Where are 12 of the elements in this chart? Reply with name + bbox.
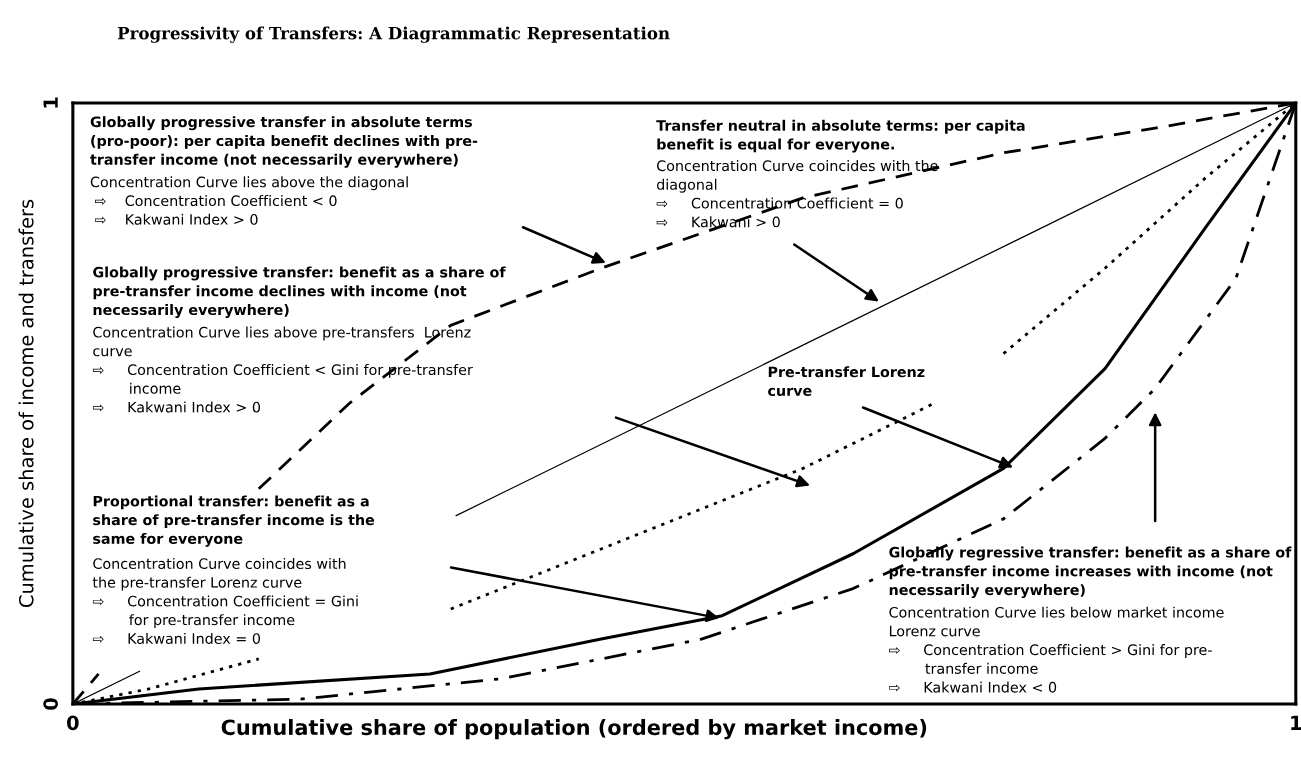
annotation: Concentration Curve lies above pre-transfers Lorenz curve ⇨ Concentration Coefficient < Gini for pre-transfer income ⇨ Kakwani Index > 0	[92, 326, 473, 413]
chart-title: Progressivity of Transfers: A Diagrammatic Representation	[117, 26, 670, 43]
annotation: Transfer neutral in absolute terms: per capita benefit is equal for everyone.	[656, 119, 1025, 153]
annotation: Pre-transfer Lorenz curve	[768, 366, 925, 397]
annotation: Concentration Curve lies above the diagonal ⇨ Concentration Coefficient < 0 ⇨ Kakwani Index > 0	[90, 176, 408, 225]
annotation: Proportional transfer: benefit as a share of pre-transfer income is the same for everyone	[93, 495, 375, 547]
annotation: Concentration Curve lies below market income Lorenz curve ⇨ Concentration Coefficient > Gini for pre- transfer income ⇨ Kakwani Index < 0	[889, 606, 1224, 693]
annotation: Globally progressive transfer in absolute terms (pro-poor): per capita benefit declines with pre- transfer income (not necessarily everywhere)	[90, 116, 478, 168]
annotation: Globally progressive transfer: benefit as a share of pre-transfer income declines with income (not necessarily everywhere)	[93, 266, 506, 318]
y-axis-title: Cumulative share of income and transfers	[18, 199, 34, 607]
x-axis-title: Cumulative share of population (ordered by market income)	[221, 719, 927, 740]
annotation: Concentration Curve coincides with the pre-transfer Lorenz curve ⇨ Concentration Coefficient = Gini for pre-transfer income ⇨ Kakwani Index = 0	[92, 557, 358, 644]
